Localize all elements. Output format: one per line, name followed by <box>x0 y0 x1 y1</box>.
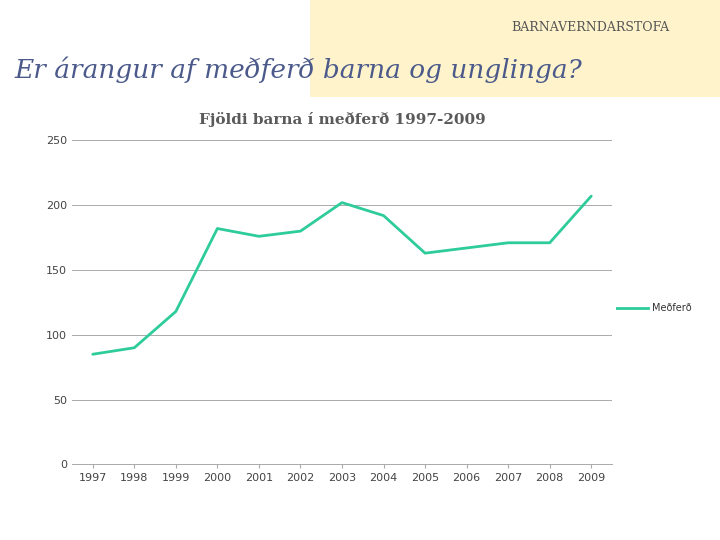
Text: BARNAVERNDARSTOFA: BARNAVERNDARSTOFA <box>511 21 670 33</box>
Text: Er árangur af meðferð barna og unglinga?: Er árangur af meðferð barna og unglinga? <box>14 56 582 83</box>
Title: Fjöldi barna í meðferð 1997-2009: Fjöldi barna í meðferð 1997-2009 <box>199 112 485 127</box>
Bar <box>310 0 720 97</box>
Text: Meðferð: Meðferð <box>652 303 691 313</box>
Text: HÖFÐABORG  ·  BORGARTÚNI 21  ·  105 REYKJAVÍK  ·  www.bvs.is: HÖFÐABORG · BORGARTÚNI 21 · 105 REYKJAVÍ… <box>181 519 539 531</box>
